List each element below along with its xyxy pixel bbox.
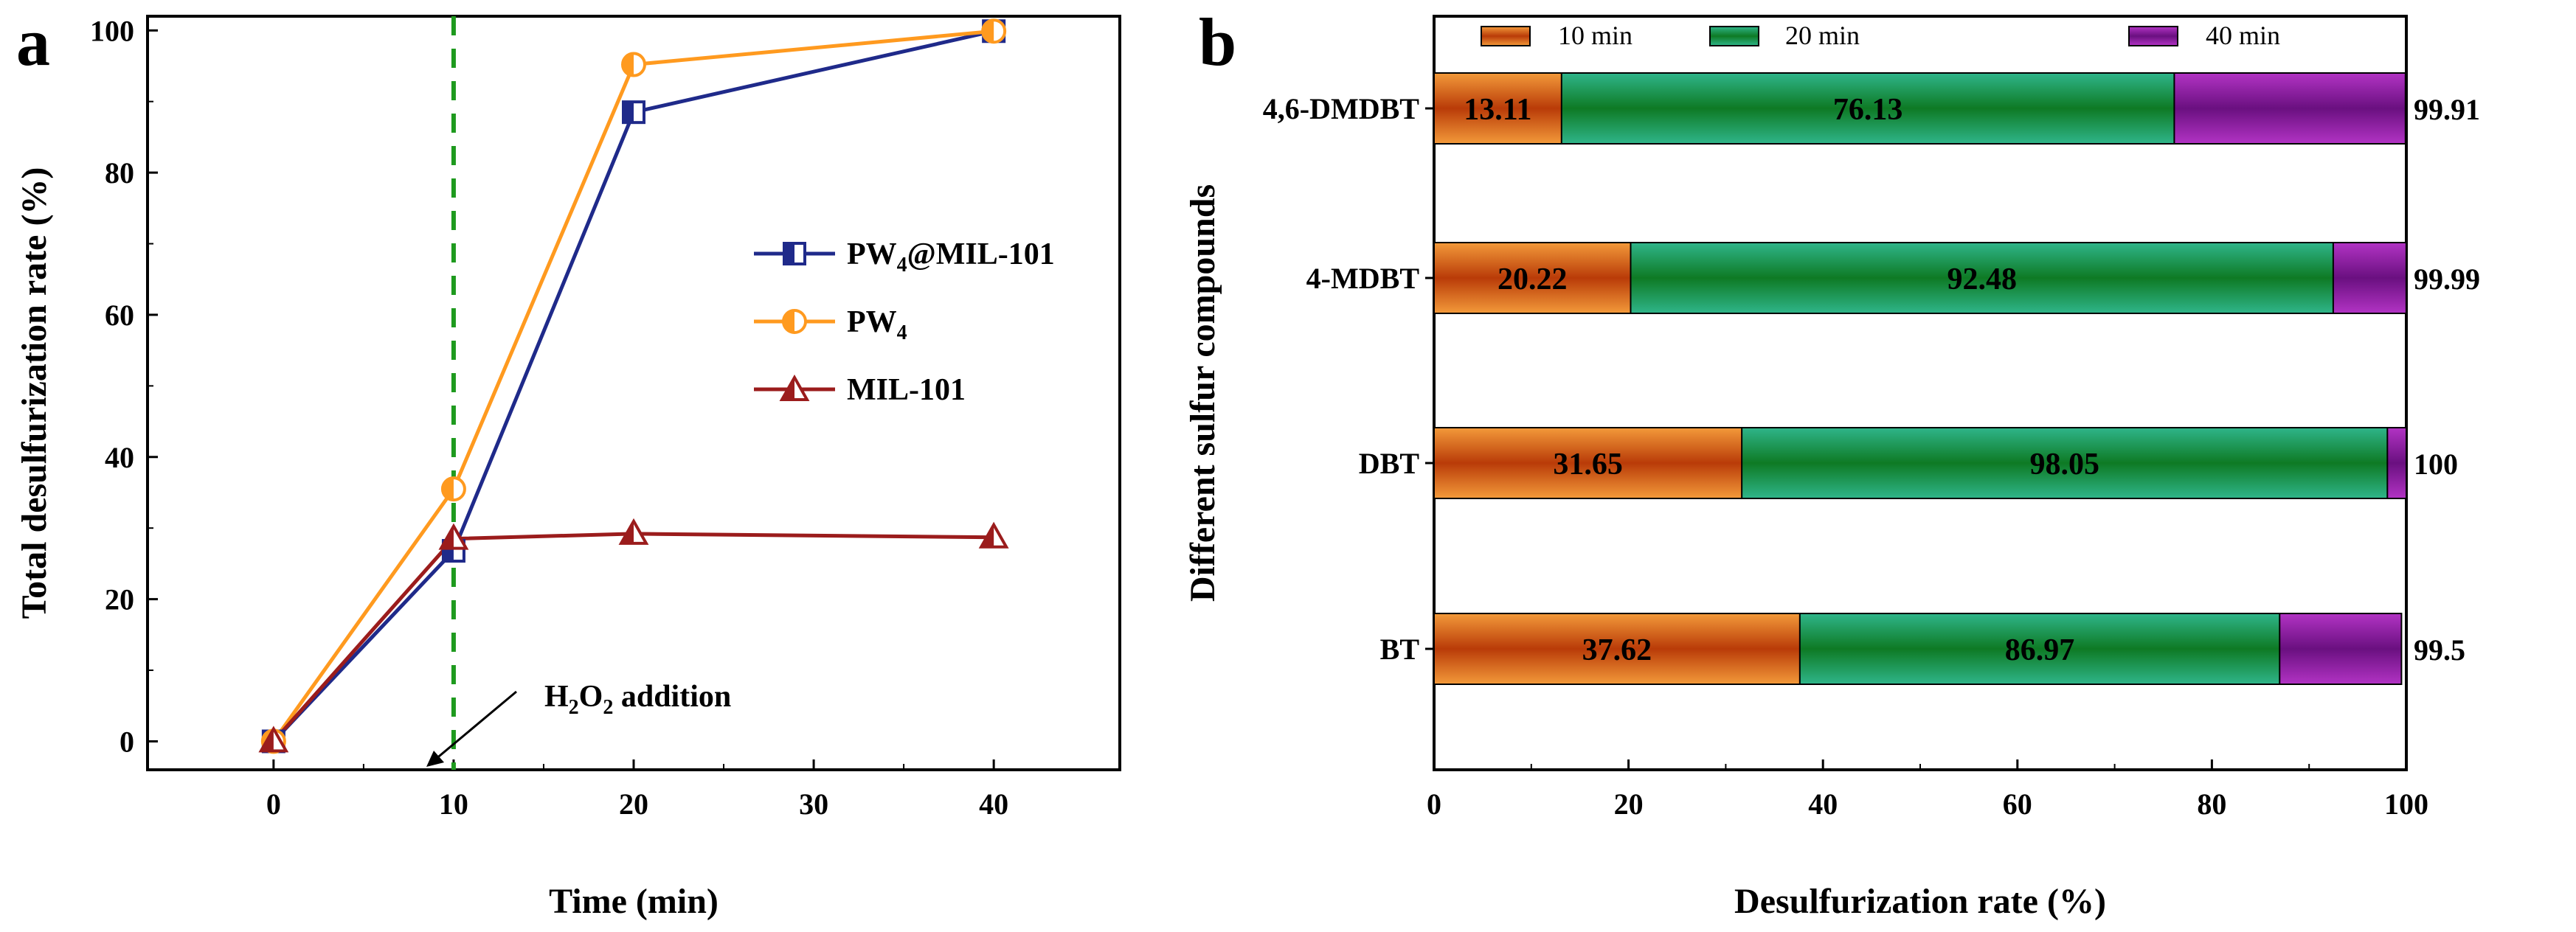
bar-label-40min: 99.5 (2414, 633, 2465, 667)
bar-label-20min: 98.05 (2029, 448, 2099, 481)
series-line-0 (272, 29, 994, 743)
bar-segment-0 (1433, 72, 1562, 145)
y-tick-label: 100 (90, 14, 134, 47)
panel-b-xlabel: Desulfurization rate (%) (1734, 882, 2106, 921)
series-line-2 (271, 532, 994, 743)
legend-marker-triangle-half (782, 378, 794, 400)
y-tick-label: 40 (105, 441, 134, 474)
annotation-text: H2O2 addition (544, 680, 731, 719)
category-label: 4,6-DMDBT (1263, 92, 1420, 125)
legend-swatch-20min (1709, 26, 1759, 46)
bar-label-20min: 76.13 (1833, 93, 1903, 127)
legend-item-pw4-mil101: PW4@MIL-101 (754, 237, 1055, 277)
category-label: DBT (1359, 447, 1420, 480)
panel-b-ylabel: Different sulfur compounds (1183, 184, 1222, 602)
y-tick-label: 0 (120, 725, 134, 758)
x-tick-label: 30 (799, 787, 828, 821)
annotation-p2: O (579, 680, 603, 714)
panel-a-gridlayer: 0 10 20 30 40 0 20 40 60 80 100 (90, 14, 1008, 821)
panel-b-label: b (1199, 4, 1236, 80)
legend-marker-square-half (784, 243, 794, 264)
category-label: BT (1380, 633, 1420, 666)
x-tick-label: 60 (2003, 787, 2032, 821)
bar-label-40min: 100 (2414, 448, 2458, 481)
x-tick-label: 20 (1614, 787, 1644, 821)
panel-b: b 0 20 40 60 80 100 4,6-DMDBT 4-MDBT DBT BT 13.11… (1183, 4, 2480, 921)
point-triangle-half (260, 728, 274, 751)
panel-a-series (258, 18, 1009, 754)
annotation-s2: 2 (603, 696, 613, 719)
panel-a-ylabel: Total desulfurization rate (%) (15, 167, 54, 619)
bar-label-10min: 37.62 (1582, 633, 1652, 667)
point-triangle-half (621, 521, 634, 543)
y-tick-label: 60 (105, 299, 134, 332)
legend-label-40min: 40 min (2206, 21, 2280, 50)
bar-label-10min: 31.65 (1553, 448, 1623, 481)
panel-a-legend: PW4@MIL-101 PW4 MIL-101 (754, 237, 1055, 407)
point-triangle-half (440, 526, 454, 549)
point-triangle-half (981, 524, 994, 547)
bar-segment-0 (1433, 242, 1632, 314)
point-circle-half (442, 478, 454, 501)
bar-segment-0 (1433, 613, 1801, 685)
x-tick-label: 40 (979, 787, 1008, 821)
x-tick-label: 0 (266, 787, 281, 821)
bar-segment-0 (1433, 427, 1743, 499)
category-label: 4-MDBT (1306, 262, 1420, 295)
legend-label-20min: 20 min (1785, 21, 1860, 50)
panel-a-plot-frame (146, 15, 1121, 771)
legend-label-mil101: MIL-101 (847, 373, 966, 407)
legend-swatch-10min (1481, 26, 1531, 46)
annotation-arrow-line (434, 690, 517, 761)
x-tick-label: 80 (2197, 787, 2226, 821)
bar-label-20min: 92.48 (1947, 262, 2017, 296)
y-tick-label: 20 (105, 583, 134, 616)
annotation-p1: H (544, 680, 569, 714)
point-square-half (623, 102, 634, 123)
legend-label-pw4-mil101: PW4@MIL-101 (847, 237, 1055, 277)
bar-label-20min: 86.97 (2005, 633, 2075, 667)
h2o2-annotation: H2O2 addition (426, 680, 731, 767)
x-tick-label: 100 (2384, 787, 2428, 821)
x-tick-label: 0 (1427, 787, 1441, 821)
legend-item-pw4: PW4 (754, 305, 907, 344)
bar-label-40min: 99.99 (2414, 262, 2480, 296)
panel-a-xlabel: Time (min) (549, 882, 719, 921)
panel-b-ticklayer: 0 20 40 60 80 100 4,6-DMDBT 4-MDBT DBT BT (1263, 92, 2428, 821)
legend-marker-circle-half (783, 310, 794, 333)
x-tick-label: 20 (619, 787, 648, 821)
x-tick-label: 10 (439, 787, 468, 821)
annotation-p3: addition (613, 680, 731, 714)
legend-swatch-40min (2128, 26, 2178, 46)
panel-b-legend: 10 min 20 min 40 min (1481, 21, 2280, 50)
annotation-s1: 2 (569, 696, 579, 719)
bar-label-10min: 20.22 (1498, 262, 1568, 296)
bar-label-10min: 13.11 (1464, 93, 1531, 127)
legend-label-10min: 10 min (1558, 21, 1632, 50)
legend-label-pw4: PW4 (847, 305, 907, 344)
panel-b-bars: 13.11 76.13 99.91 20.22 92.48 99.99 31.65 98.05… (1433, 72, 2480, 685)
y-tick-label: 80 (105, 156, 134, 189)
point-circle-half (623, 53, 634, 76)
point-circle-half (983, 20, 994, 43)
legend-item-mil101: MIL-101 (754, 373, 966, 407)
annotation-arrowhead (426, 751, 444, 767)
panel-a-label: a (16, 4, 50, 80)
bar-label-40min: 99.91 (2414, 93, 2480, 126)
series-line-1 (271, 29, 994, 743)
x-tick-label: 40 (1808, 787, 1838, 821)
